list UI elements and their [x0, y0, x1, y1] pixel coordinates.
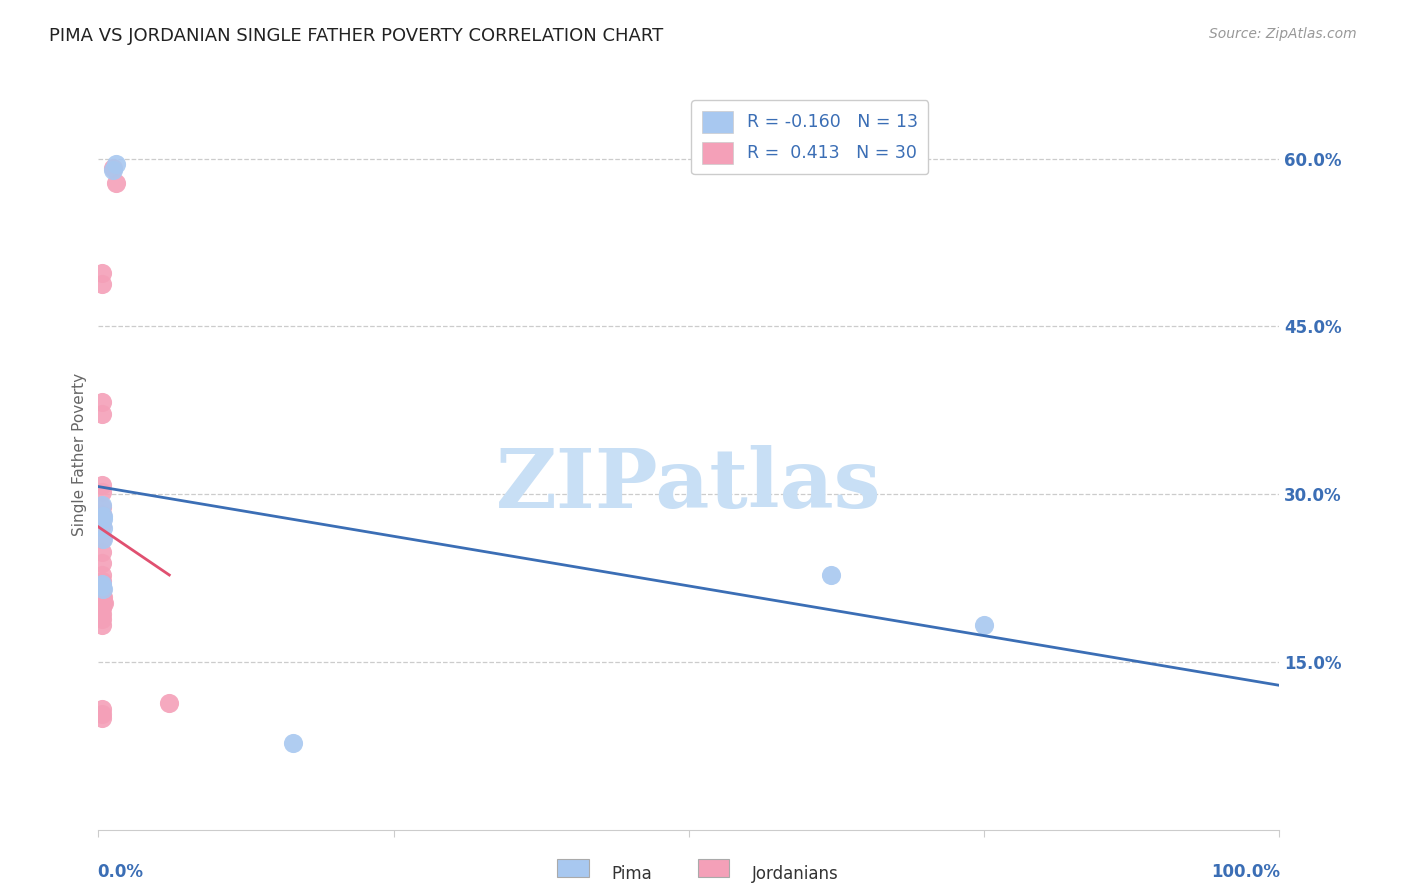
Text: 100.0%: 100.0% — [1212, 863, 1281, 881]
Point — [91, 707, 114, 722]
Point — [91, 590, 114, 604]
Point — [91, 266, 114, 280]
Point — [91, 498, 114, 512]
Text: 0.0%: 0.0% — [97, 863, 143, 881]
Point — [973, 618, 995, 632]
Point — [91, 484, 114, 499]
Point — [91, 590, 114, 604]
Point — [91, 518, 114, 533]
Point — [91, 511, 114, 525]
FancyBboxPatch shape — [697, 858, 730, 878]
Text: Source: ZipAtlas.com: Source: ZipAtlas.com — [1209, 27, 1357, 41]
Point — [91, 407, 114, 421]
Point — [820, 567, 842, 582]
Point — [283, 736, 305, 750]
Point — [105, 176, 128, 190]
Point — [91, 277, 114, 291]
Point — [157, 696, 180, 710]
Point — [91, 509, 114, 524]
Point — [91, 545, 114, 559]
Point — [91, 595, 114, 609]
Point — [91, 612, 114, 626]
Point — [91, 557, 114, 571]
Point — [91, 585, 114, 599]
Text: ZIPatlas: ZIPatlas — [496, 445, 882, 524]
Point — [91, 579, 114, 593]
Point — [91, 500, 114, 515]
Y-axis label: Single Father Poverty: Single Father Poverty — [72, 374, 87, 536]
Point — [91, 702, 114, 716]
Point — [91, 520, 114, 534]
Point — [91, 618, 114, 632]
FancyBboxPatch shape — [557, 858, 589, 878]
Point — [91, 478, 114, 492]
Text: PIMA VS JORDANIAN SINGLE FATHER POVERTY CORRELATION CHART: PIMA VS JORDANIAN SINGLE FATHER POVERTY … — [49, 27, 664, 45]
Point — [91, 711, 114, 725]
Point — [91, 567, 114, 582]
Text: Jordanians: Jordanians — [752, 865, 839, 883]
Point — [91, 582, 114, 596]
Point — [91, 532, 114, 546]
Point — [91, 574, 114, 589]
Point — [101, 161, 124, 175]
Point — [93, 595, 115, 609]
Text: Pima: Pima — [612, 865, 652, 883]
Point — [91, 601, 114, 615]
Point — [91, 507, 114, 521]
Point — [91, 607, 114, 621]
Point — [91, 579, 114, 593]
Point — [91, 395, 114, 409]
Point — [91, 576, 114, 591]
Point — [101, 162, 124, 177]
Point — [105, 157, 128, 171]
Legend: R = -0.160   N = 13, R =  0.413   N = 30: R = -0.160 N = 13, R = 0.413 N = 30 — [692, 100, 928, 174]
Point — [91, 532, 114, 546]
